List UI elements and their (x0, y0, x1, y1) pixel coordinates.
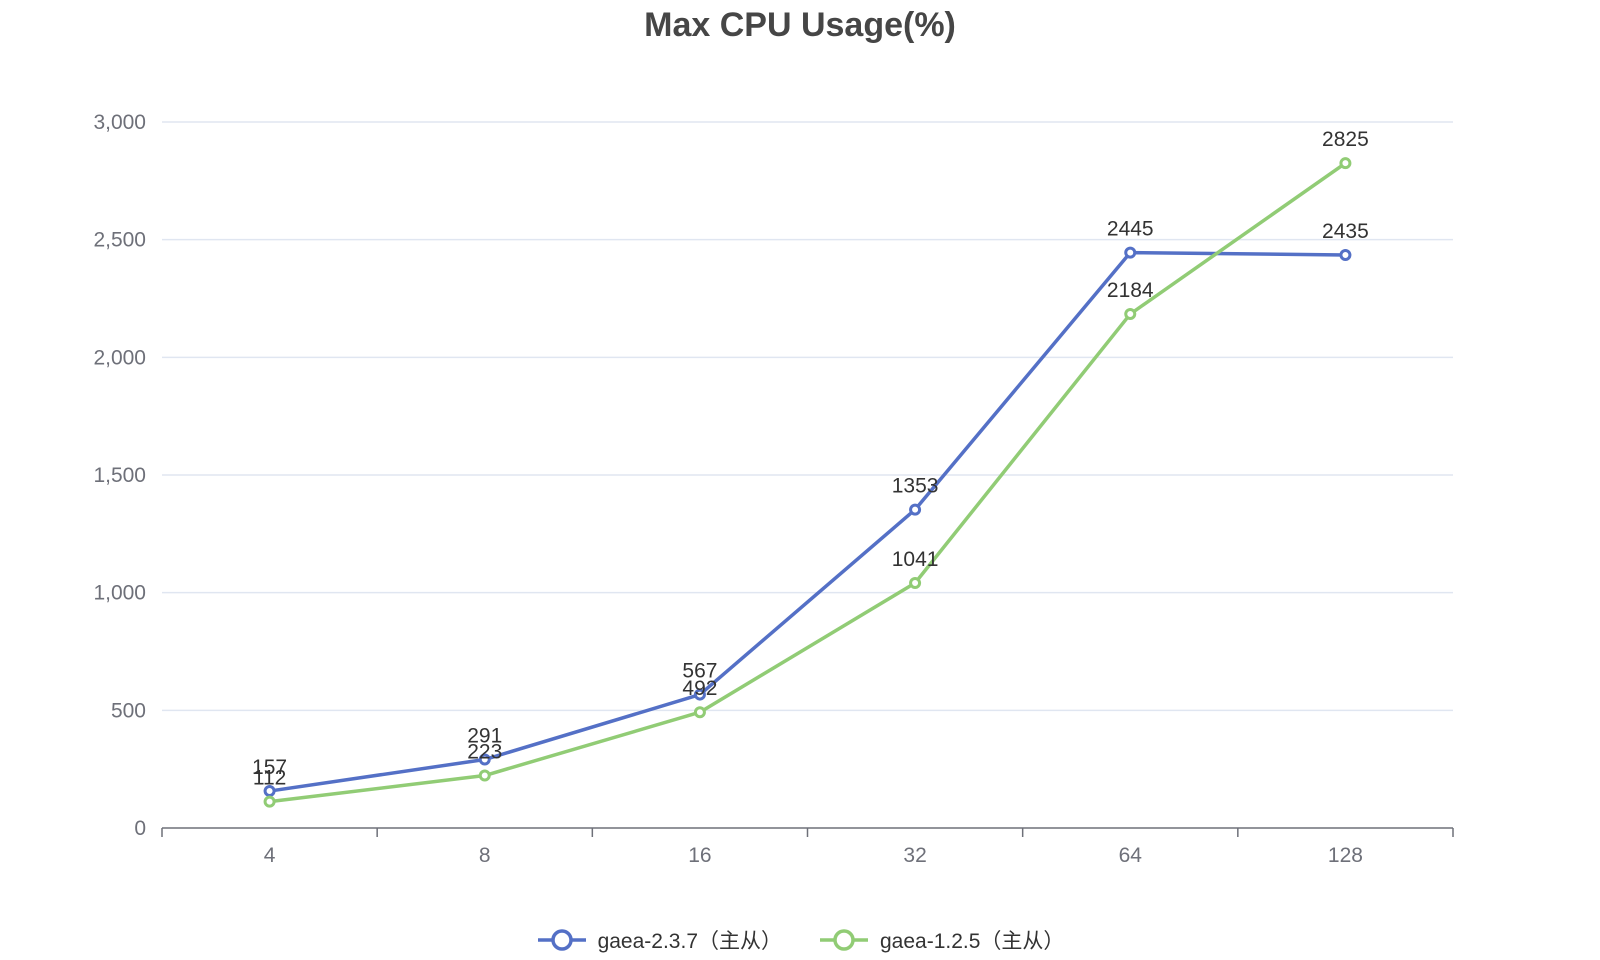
data-label: 291 (467, 725, 502, 748)
data-point (693, 688, 706, 701)
series-line-1 (269, 250, 1346, 793)
data-label: 157 (252, 756, 287, 779)
chart-title: Max CPU Usage(%) (644, 6, 956, 44)
data-label: 1041 (892, 548, 939, 571)
x-tick-label: 64 (1119, 844, 1143, 867)
data-point (478, 753, 491, 766)
data-point (478, 769, 491, 782)
plot-area: 0 500 1,000 1,500 2,000 2,500 3,000 4 8 16 32 64 128… (93, 111, 1454, 867)
data-point (1339, 248, 1352, 261)
x-tick-label: 128 (1328, 844, 1363, 867)
y-tick-label: 1,500 (93, 464, 146, 487)
legend-label: gaea-1.2.5（主从） (880, 930, 1065, 953)
data-label: 2825 (1322, 128, 1369, 151)
y-tick-label: 1,000 (93, 582, 146, 605)
data-point (1124, 308, 1137, 321)
data-label: 112 (253, 767, 286, 790)
y-tick-label: 2,500 (93, 229, 146, 252)
legend-line-circle-icon (820, 929, 868, 951)
legend: gaea-2.3.7（主从） gaea-1.2.5（主从） (0, 920, 1600, 960)
x-tick-label: 4 (264, 844, 276, 867)
y-tick-label: 3,000 (93, 111, 146, 134)
x-tick-label: 16 (688, 844, 711, 867)
data-label: 2184 (1107, 279, 1154, 302)
data-label: 492 (682, 677, 717, 700)
data-label: 567 (682, 660, 717, 683)
x-tick-label: 32 (903, 844, 926, 867)
data-point (263, 785, 276, 798)
data-point (1339, 157, 1352, 170)
data-point (1124, 246, 1137, 259)
legend-label: gaea-2.3.7（主从） (597, 930, 782, 953)
legend-item-1[interactable]: gaea-2.3.7（主从） (536, 925, 782, 955)
data-point (263, 795, 276, 808)
data-label: 223 (467, 741, 502, 764)
x-tick-label: 8 (479, 844, 491, 867)
legend-line-circle-icon (537, 929, 586, 951)
data-point (693, 706, 706, 719)
series-line-2 (269, 161, 1347, 804)
y-tick-label: 0 (134, 817, 146, 840)
data-label: 2435 (1322, 220, 1369, 243)
data-label: 1353 (892, 475, 939, 498)
data-label: 2445 (1107, 218, 1154, 241)
legend-item-2[interactable]: gaea-1.2.5（主从） (818, 925, 1064, 955)
y-tick-label: 2,000 (93, 346, 146, 369)
y-tick-label: 500 (111, 699, 146, 722)
data-point (909, 503, 922, 516)
data-point (909, 577, 922, 590)
